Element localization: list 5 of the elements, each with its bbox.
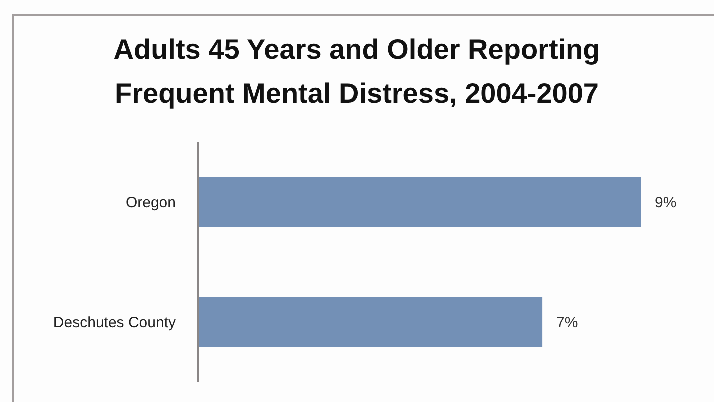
y-tick-label: Oregon — [126, 194, 176, 212]
chart-title: Adults 45 Years and Older Reporting Frequent Mental Distress, 2004-2007 — [112, 33, 602, 111]
data-label: 7% — [556, 314, 578, 332]
data-label: 9% — [655, 194, 677, 212]
y-tick-label: Deschutes County — [53, 314, 176, 332]
